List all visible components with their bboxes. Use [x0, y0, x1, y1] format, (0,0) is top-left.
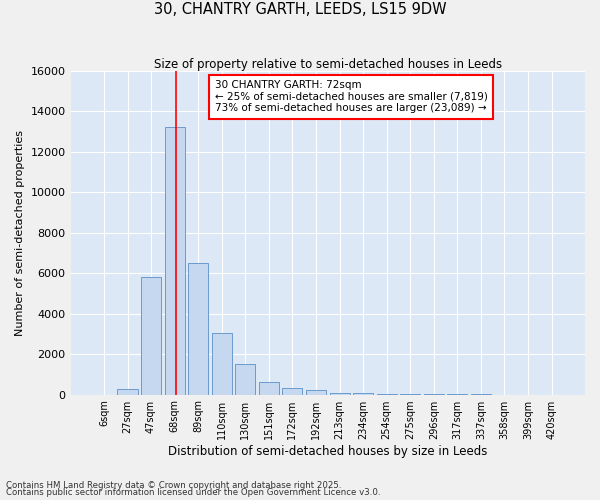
Text: Contains HM Land Registry data © Crown copyright and database right 2025.: Contains HM Land Registry data © Crown c…: [6, 480, 341, 490]
Bar: [188, 263, 208, 394]
Bar: [259, 382, 279, 394]
Bar: [283, 388, 302, 394]
Text: 30, CHANTRY GARTH, LEEDS, LS15 9DW: 30, CHANTRY GARTH, LEEDS, LS15 9DW: [154, 2, 446, 18]
Bar: [118, 388, 137, 394]
Bar: [212, 333, 232, 394]
Bar: [306, 390, 326, 394]
X-axis label: Distribution of semi-detached houses by size in Leeds: Distribution of semi-detached houses by …: [168, 444, 487, 458]
Bar: [329, 392, 350, 394]
Text: 30 CHANTRY GARTH: 72sqm
← 25% of semi-detached houses are smaller (7,819)
73% of: 30 CHANTRY GARTH: 72sqm ← 25% of semi-de…: [215, 80, 487, 114]
Bar: [235, 364, 256, 394]
Y-axis label: Number of semi-detached properties: Number of semi-detached properties: [15, 130, 25, 336]
Bar: [141, 277, 161, 394]
Title: Size of property relative to semi-detached houses in Leeds: Size of property relative to semi-detach…: [154, 58, 502, 70]
Bar: [353, 393, 373, 394]
Bar: [164, 127, 185, 394]
Text: Contains public sector information licensed under the Open Government Licence v3: Contains public sector information licen…: [6, 488, 380, 497]
